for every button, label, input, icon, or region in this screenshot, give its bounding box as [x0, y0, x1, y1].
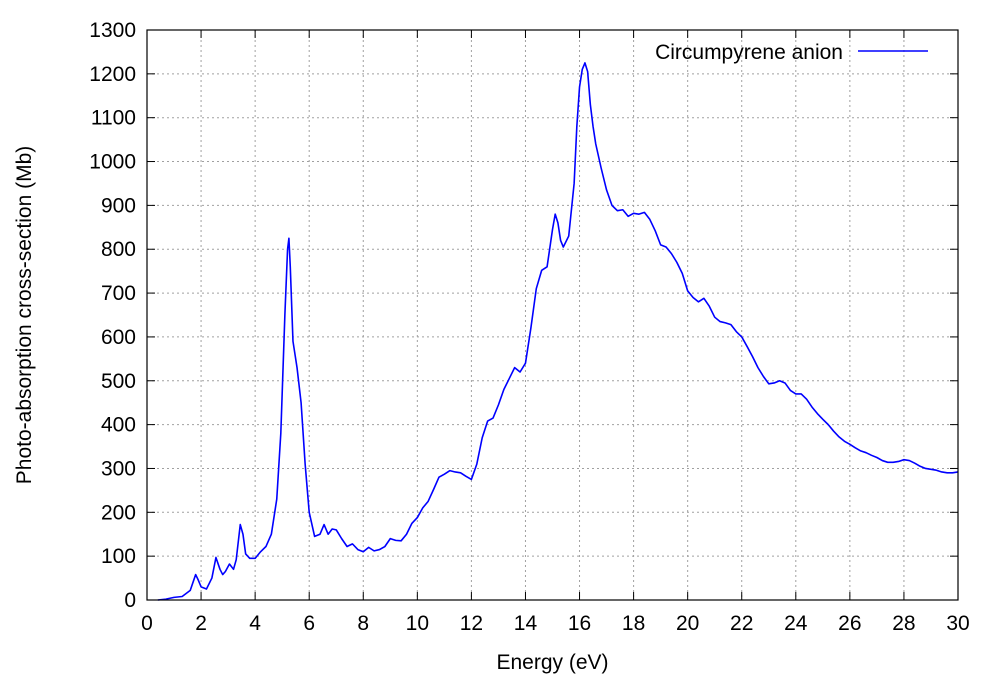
x-tick-label: 30 — [946, 612, 969, 635]
y-tick-label: 300 — [101, 457, 136, 480]
x-tick-label: 4 — [249, 612, 261, 635]
grid-lines — [147, 30, 958, 600]
plot-frame — [146, 29, 959, 601]
y-tick-label: 600 — [101, 326, 136, 349]
x-tick-label: 26 — [838, 612, 861, 635]
x-tick-label: 2 — [195, 612, 207, 635]
y-tick-label: 1200 — [89, 63, 136, 86]
y-tick-labels: 0 100 200 300 400 500 600 700 800 900 1000 1100 1200… — [89, 19, 136, 612]
series-line — [157, 62, 959, 601]
x-tick-label: 24 — [784, 612, 808, 635]
axis-ticks — [146, 29, 959, 601]
legend: Circumpyrene anion — [655, 41, 928, 64]
y-tick-label: 1000 — [89, 151, 136, 174]
x-tick-label: 14 — [514, 612, 538, 635]
legend-label: Circumpyrene anion — [655, 41, 843, 64]
y-tick-label: 500 — [101, 370, 136, 393]
y-tick-label: 900 — [101, 194, 136, 217]
x-tick-label: 12 — [460, 612, 483, 635]
x-axis-label: Energy (eV) — [496, 651, 608, 674]
y-tick-label: 800 — [101, 238, 136, 261]
y-axis-label: Photo-absorption cross-section (Mb) — [13, 146, 36, 484]
y-tick-label: 700 — [101, 282, 136, 305]
x-tick-label: 6 — [303, 612, 315, 635]
x-tick-label: 16 — [568, 612, 591, 635]
y-tick-label: 200 — [101, 501, 136, 524]
y-tick-label: 1100 — [91, 107, 136, 130]
y-tick-label: 400 — [101, 414, 136, 437]
x-tick-label: 20 — [676, 612, 699, 635]
x-tick-label: 28 — [892, 612, 915, 635]
x-tick-label: 0 — [141, 612, 153, 635]
x-tick-labels: 0 2 4 6 8 10 12 14 16 18 20 22 24 26 28 30 — [141, 612, 970, 635]
y-tick-label: 0 — [124, 589, 136, 612]
x-tick-label: 8 — [357, 612, 369, 635]
x-tick-label: 22 — [730, 612, 753, 635]
series-layer — [157, 62, 959, 601]
y-tick-label: 100 — [101, 545, 136, 568]
x-tick-label: 18 — [622, 612, 645, 635]
x-tick-label: 10 — [406, 612, 429, 635]
y-tick-label: 1300 — [89, 19, 136, 42]
